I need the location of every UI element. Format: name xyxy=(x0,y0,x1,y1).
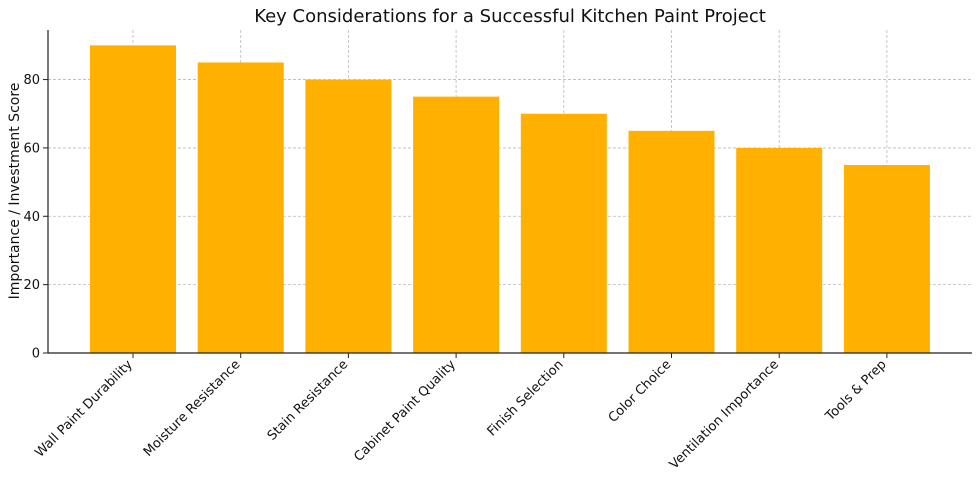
x-tick-label: Finish Selection xyxy=(485,357,567,439)
x-tick-label: Ventilation Importance xyxy=(667,357,782,472)
x-tick-label: Color Choice xyxy=(606,357,675,426)
x-tick-label: Stain Resistance xyxy=(265,357,352,444)
y-tick-label: 80 xyxy=(23,73,40,88)
y-tick-label: 40 xyxy=(23,210,40,225)
bar xyxy=(520,113,607,353)
grid xyxy=(48,30,972,354)
axes xyxy=(47,30,972,354)
chart-title: Key Considerations for a Successful Kitc… xyxy=(254,6,766,27)
y-tick-label: 60 xyxy=(23,141,40,156)
y-tick-label: 20 xyxy=(23,278,40,293)
bar xyxy=(628,130,715,353)
x-tick-label: Moisture Resistance xyxy=(141,357,244,460)
y-axis-label: Importance / Investment Score xyxy=(7,83,23,300)
bars xyxy=(90,45,930,354)
bar xyxy=(197,62,284,354)
x-tick-label: Cabinet Paint Quality xyxy=(351,357,459,465)
bar xyxy=(736,147,823,353)
y-tick-label: 0 xyxy=(32,347,40,362)
x-axis-ticks: Wall Paint Durability Moisture Resistance… xyxy=(33,353,890,472)
y-axis-ticks: 0 20 40 60 80 xyxy=(23,73,48,362)
bar xyxy=(413,96,500,354)
x-tick-label: Tools & Prep xyxy=(822,357,889,424)
bar xyxy=(90,45,176,353)
x-tick-label: Wall Paint Durability xyxy=(33,357,137,461)
bar xyxy=(843,165,930,353)
bar xyxy=(305,79,392,353)
